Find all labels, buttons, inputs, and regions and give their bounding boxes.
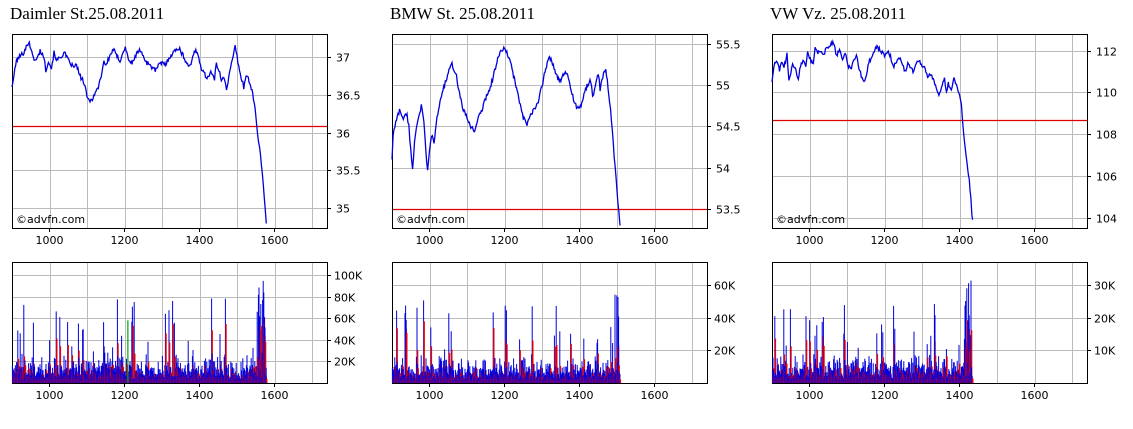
price-chart-vw: 104 106 108 110 112 1000 1200 1400 1600 ©advfn.co… — [771, 34, 1117, 247]
volume-chart-daimler: 20K 40K 60K 80K 100K 1000 1200 1400 1600 — [11, 262, 363, 402]
chart-title-vw: VW Vz. 25.08.2011 — [770, 4, 907, 23]
price-y-tick-label: 54.5 — [716, 121, 741, 134]
price-chart-daimler: 35 35.5 36 36.5 37 1000 1200 1400 1600 ©advfn.com — [11, 34, 361, 247]
price-y-tick-label: 106 — [1096, 171, 1117, 184]
price-x-tick-label: 1200 — [871, 234, 899, 247]
price-y-tick-label: 55.5 — [716, 39, 741, 52]
price-x-tick-label: 1400 — [946, 234, 974, 247]
watermark: ©advfn.com — [776, 213, 845, 226]
price-chart-bmw: 53.5 54 54.5 55 55.5 1000 1200 1400 1600 ©advfn.c… — [391, 34, 741, 247]
price-x-tick-label: 1200 — [491, 234, 519, 247]
price-plot-frame — [772, 34, 1088, 229]
volume-y-tick-label: 20K — [714, 345, 736, 358]
volume-x-tick-label: 1600 — [641, 389, 669, 402]
volume-x-tick-label: 1000 — [416, 389, 444, 402]
volume-chart-vw: 10K 20K 30K 1000 1200 1400 1600 — [771, 262, 1116, 402]
price-plot-frame — [392, 34, 708, 229]
price-x-tick-label: 1600 — [1021, 234, 1049, 247]
price-x-tick-label: 1000 — [36, 234, 64, 247]
price-x-tick-label: 1600 — [641, 234, 669, 247]
volume-x-tick-label: 1400 — [186, 389, 214, 402]
price-y-tick-label: 104 — [1096, 213, 1117, 226]
volume-y-tick-label: 60K — [714, 280, 736, 293]
volume-y-tick-label: 40K — [714, 313, 736, 326]
chart-title-bmw: BMW St. 25.08.2011 — [390, 4, 535, 23]
watermark: ©advfn.com — [16, 213, 85, 226]
volume-y-tick-label: 20K — [1094, 313, 1116, 326]
volume-y-tick-label: 30K — [1094, 280, 1116, 293]
volume-x-tick-label: 1000 — [36, 389, 64, 402]
volume-x-tick-label: 1400 — [566, 389, 594, 402]
price-y-tick-label: 37 — [336, 52, 350, 65]
volume-x-tick-label: 1000 — [796, 389, 824, 402]
price-y-tick-label: 36.5 — [336, 90, 361, 103]
chart-title-daimler: Daimler St.25.08.2011 — [10, 4, 165, 23]
volume-x-tick-label: 1600 — [1021, 389, 1049, 402]
price-y-tick-label: 112 — [1096, 46, 1117, 59]
price-x-tick-label: 1000 — [416, 234, 444, 247]
volume-y-tick-label: 40K — [334, 335, 356, 348]
price-y-tick-label: 110 — [1096, 87, 1117, 100]
price-series-line — [391, 45, 621, 226]
price-series-line — [11, 39, 267, 224]
price-y-tick-label: 35.5 — [336, 165, 361, 178]
volume-y-tick-label: 60K — [334, 313, 356, 326]
price-x-tick-label: 1400 — [566, 234, 594, 247]
volume-y-tick-label: 100K — [334, 270, 363, 283]
price-y-tick-label: 53.5 — [716, 204, 741, 217]
volume-x-tick-label: 1200 — [111, 389, 139, 402]
price-x-tick-label: 1000 — [796, 234, 824, 247]
volume-x-tick-label: 1200 — [491, 389, 519, 402]
volume-x-tick-label: 1600 — [261, 389, 289, 402]
price-y-tick-label: 55 — [716, 80, 730, 93]
volume-chart-bmw: 20K 40K 60K 1000 1200 1400 1600 — [391, 262, 736, 402]
price-y-tick-label: 108 — [1096, 129, 1117, 142]
price-x-tick-label: 1200 — [111, 234, 139, 247]
price-y-tick-label: 54 — [716, 163, 730, 176]
watermark: ©advfn.com — [396, 213, 465, 226]
volume-x-tick-label: 1400 — [946, 389, 974, 402]
price-y-tick-label: 35 — [336, 203, 350, 216]
volume-y-tick-label: 10K — [1094, 345, 1116, 358]
volume-x-tick-label: 1200 — [871, 389, 899, 402]
volume-y-tick-label: 20K — [334, 356, 356, 369]
price-x-tick-label: 1400 — [186, 234, 214, 247]
price-series-line — [771, 38, 974, 220]
price-y-tick-label: 36 — [336, 128, 350, 141]
price-x-tick-label: 1600 — [261, 234, 289, 247]
volume-y-tick-label: 80K — [334, 292, 356, 305]
price-plot-frame — [12, 34, 328, 229]
